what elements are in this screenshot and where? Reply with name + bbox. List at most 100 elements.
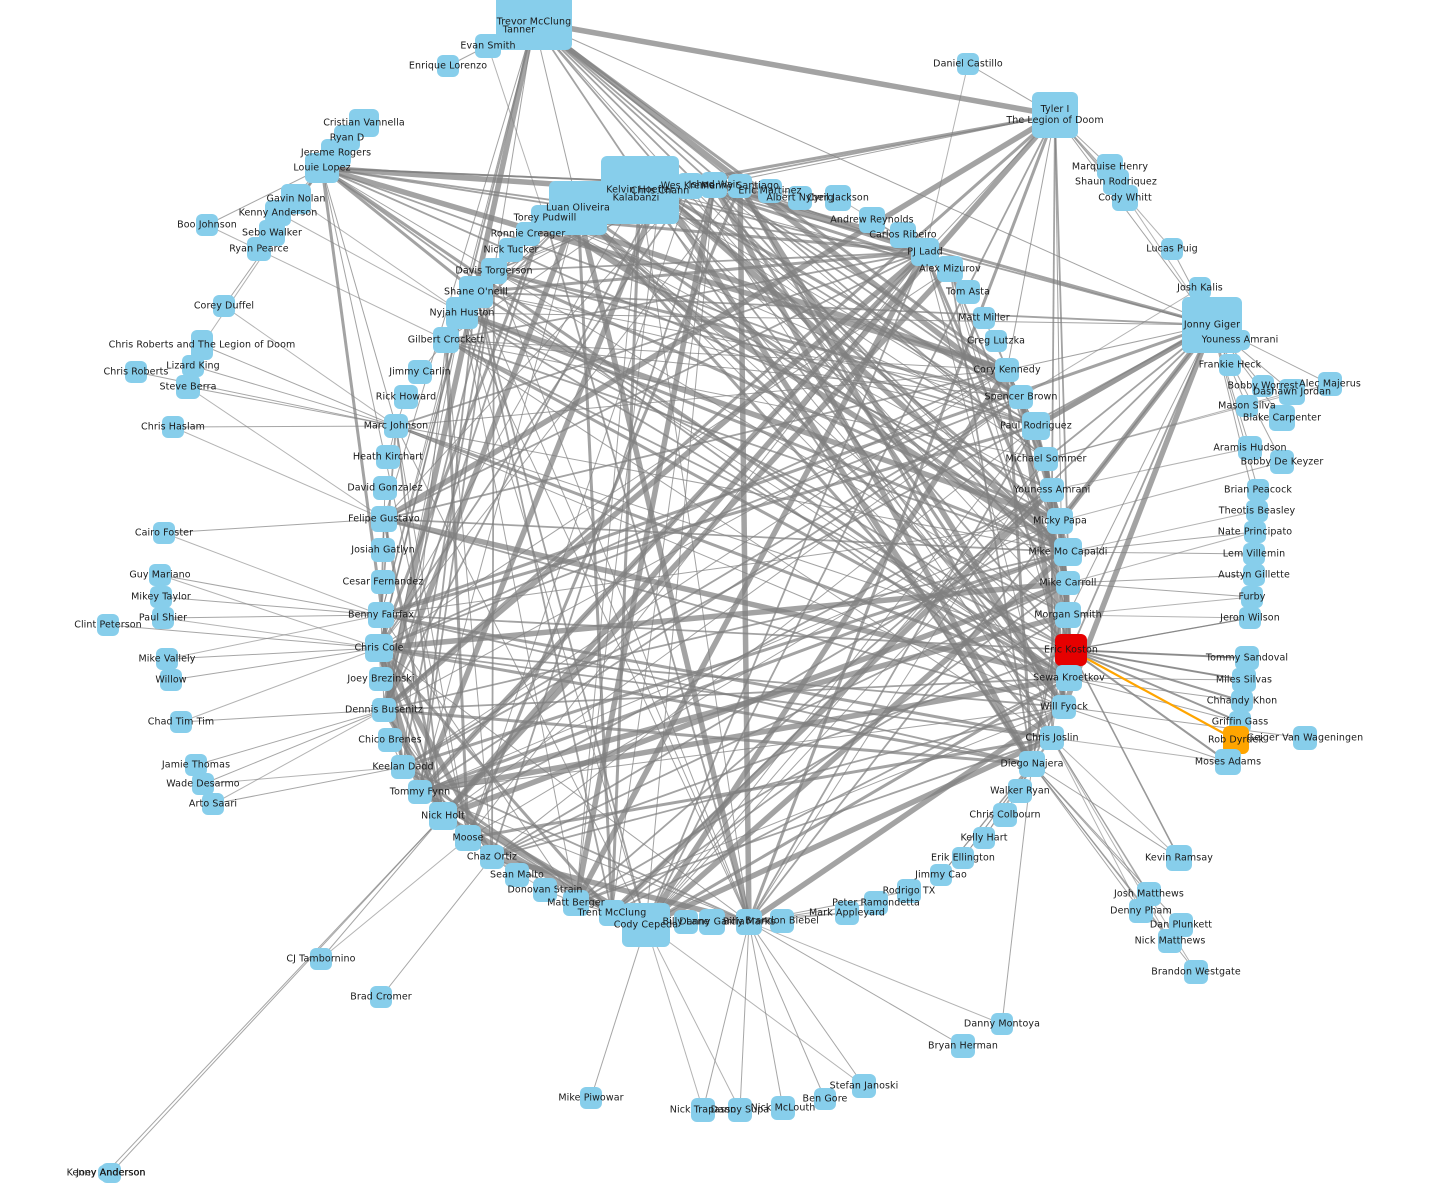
graph-node[interactable]	[1040, 478, 1064, 502]
graph-node[interactable]	[1040, 726, 1064, 750]
graph-node[interactable]	[1055, 634, 1087, 666]
graph-node[interactable]	[156, 648, 178, 670]
graph-node[interactable]	[951, 1034, 975, 1058]
graph-node[interactable]	[1293, 726, 1317, 750]
graph-node[interactable]	[408, 780, 432, 804]
graph-node[interactable]	[247, 237, 271, 261]
graph-node[interactable]	[1232, 668, 1256, 692]
graph-node[interactable]	[770, 909, 794, 933]
graph-node[interactable]	[1129, 899, 1153, 923]
graph-node[interactable]	[1269, 405, 1295, 431]
graph-node[interactable]	[182, 355, 204, 377]
graph-node[interactable]	[185, 754, 207, 776]
graph-node[interactable]	[310, 948, 332, 970]
graph-node[interactable]	[1052, 695, 1076, 719]
graph-node[interactable]	[372, 698, 396, 722]
graph-node[interactable]	[1034, 447, 1058, 471]
graph-node[interactable]	[1241, 586, 1263, 608]
graph-node[interactable]	[1112, 185, 1138, 211]
graph-node[interactable]	[956, 280, 980, 304]
graph-node[interactable]	[170, 711, 192, 733]
graph-node[interactable]	[1056, 665, 1082, 691]
graph-node[interactable]	[213, 295, 235, 317]
graph-node[interactable]	[160, 669, 182, 691]
graph-node[interactable]	[368, 602, 394, 628]
graph-node[interactable]	[480, 845, 504, 869]
graph-node[interactable]	[1244, 521, 1266, 543]
graph-node[interactable]	[446, 297, 478, 329]
graph-node[interactable]	[771, 1096, 795, 1120]
graph-node[interactable]	[1019, 751, 1045, 777]
graph-node[interactable]	[305, 153, 339, 183]
graph-node[interactable]	[825, 185, 851, 211]
graph-node[interactable]	[98, 1165, 114, 1181]
graph-node[interactable]	[152, 607, 174, 629]
graph-node[interactable]	[580, 1087, 602, 1109]
graph-node[interactable]	[911, 238, 939, 266]
graph-node[interactable]	[599, 900, 625, 926]
graph-node[interactable]	[408, 360, 432, 384]
graph-node[interactable]	[1032, 92, 1078, 138]
graph-node[interactable]	[455, 825, 481, 851]
graph-node[interactable]	[985, 330, 1007, 352]
graph-node[interactable]	[937, 256, 963, 282]
graph-node[interactable]	[150, 586, 172, 608]
graph-node[interactable]	[728, 1098, 752, 1122]
graph-node[interactable]	[378, 728, 402, 752]
graph-node[interactable]	[1318, 372, 1342, 396]
graph-node[interactable]	[993, 803, 1017, 827]
graph-node[interactable]	[957, 53, 979, 75]
graph-node[interactable]	[691, 1098, 715, 1122]
graph-node[interactable]	[699, 909, 725, 935]
graph-node[interactable]	[1189, 277, 1211, 299]
graph-node[interactable]	[505, 863, 529, 887]
graph-node[interactable]	[701, 172, 727, 198]
graph-node[interactable]	[1238, 436, 1262, 460]
graph-node[interactable]	[149, 564, 171, 586]
graph-node[interactable]	[97, 614, 119, 636]
graph-node[interactable]	[973, 827, 995, 849]
graph-node[interactable]	[621, 183, 651, 213]
graph-node[interactable]	[1054, 538, 1082, 566]
graph-node[interactable]	[1243, 543, 1265, 565]
graph-node[interactable]	[1009, 385, 1033, 409]
graph-node[interactable]	[370, 986, 392, 1008]
graph-node[interactable]	[371, 538, 395, 562]
graph-node[interactable]	[125, 361, 147, 383]
graph-node[interactable]	[897, 879, 921, 903]
graph-node[interactable]	[1056, 571, 1080, 595]
graph-node[interactable]	[728, 174, 752, 198]
graph-node[interactable]	[1236, 395, 1258, 417]
graph-node[interactable]	[373, 476, 397, 500]
graph-node[interactable]	[852, 1074, 876, 1098]
graph-node[interactable]	[952, 847, 974, 869]
graph-node[interactable]	[1022, 412, 1050, 440]
graph-node[interactable]	[376, 445, 400, 469]
graph-node[interactable]	[162, 416, 184, 438]
graph-node[interactable]	[1252, 375, 1274, 397]
graph-node[interactable]	[176, 375, 200, 399]
graph-node[interactable]	[1215, 749, 1241, 775]
graph-node[interactable]	[674, 910, 698, 934]
graph-node[interactable]	[371, 506, 397, 532]
graph-node[interactable]	[475, 34, 501, 58]
graph-node[interactable]	[369, 667, 393, 691]
graph-node[interactable]	[1243, 564, 1265, 586]
graph-node[interactable]	[991, 1013, 1013, 1035]
graph-node[interactable]	[1158, 929, 1182, 953]
graph-node[interactable]	[533, 878, 557, 902]
graph-node[interactable]	[930, 864, 952, 886]
graph-node[interactable]	[1047, 508, 1073, 534]
graph-node[interactable]	[1235, 646, 1259, 670]
graph-node[interactable]	[371, 570, 395, 594]
graph-node[interactable]	[788, 186, 812, 210]
graph-node[interactable]	[191, 330, 213, 360]
graph-node[interactable]	[1247, 479, 1269, 501]
graph-node[interactable]	[1239, 607, 1261, 629]
graph-node[interactable]	[859, 207, 885, 233]
graph-node[interactable]	[1231, 690, 1253, 712]
graph-node[interactable]	[429, 802, 457, 830]
graph-node[interactable]	[736, 909, 762, 935]
graph-node[interactable]	[365, 634, 393, 662]
graph-node[interactable]	[192, 773, 214, 795]
